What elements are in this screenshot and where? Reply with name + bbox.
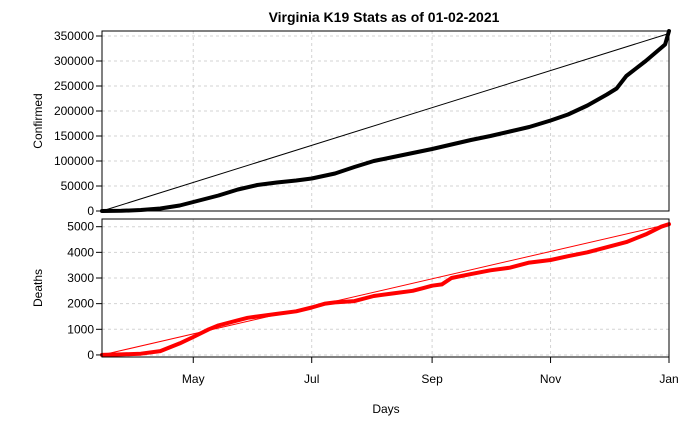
y-tick-label: 3000 [67,271,94,285]
y-tick-label: 5000 [67,220,94,234]
y-tick-label: 50000 [61,179,95,193]
y-tick-label: 150000 [54,129,94,143]
reference-line [101,33,670,212]
y-tick-label: 0 [87,348,94,362]
y-tick-label: 0 [87,204,94,218]
y-tick-label: 1000 [67,322,94,336]
x-tick-label: Jan [659,372,678,386]
x-tick-label: May [182,372,205,386]
panel-2: 0 1000 2000 3000 4000 5000 Deaths [31,218,671,362]
panel-frame [101,218,670,358]
y-tick-label: 300000 [54,54,94,68]
y-tick-label: 2000 [67,297,94,311]
y-tick-label: 4000 [67,245,94,259]
reference-line [101,223,670,356]
x-tick-label: Sep [421,372,443,386]
x-tick-label: Nov [540,372,561,386]
y-tick-label: 200000 [54,104,94,118]
x-axis-label: Days [372,402,399,416]
y-tick-label: 250000 [54,79,94,93]
panel-1: 0 50000 100000 150000 200000 250000 300000 3500… [31,29,671,218]
series-line [100,29,671,213]
y-tick-label: 100000 [54,154,94,168]
y-axis-label: Deaths [31,269,45,307]
panel-frame [101,30,670,212]
y-tick-label: 350000 [54,29,94,43]
chart-title: Virginia K19 Stats as of 01-02-2021 [269,9,500,25]
y-axis-label: Confirmed [31,93,45,148]
x-tick-label: Jul [304,372,319,386]
series-line [100,222,671,357]
